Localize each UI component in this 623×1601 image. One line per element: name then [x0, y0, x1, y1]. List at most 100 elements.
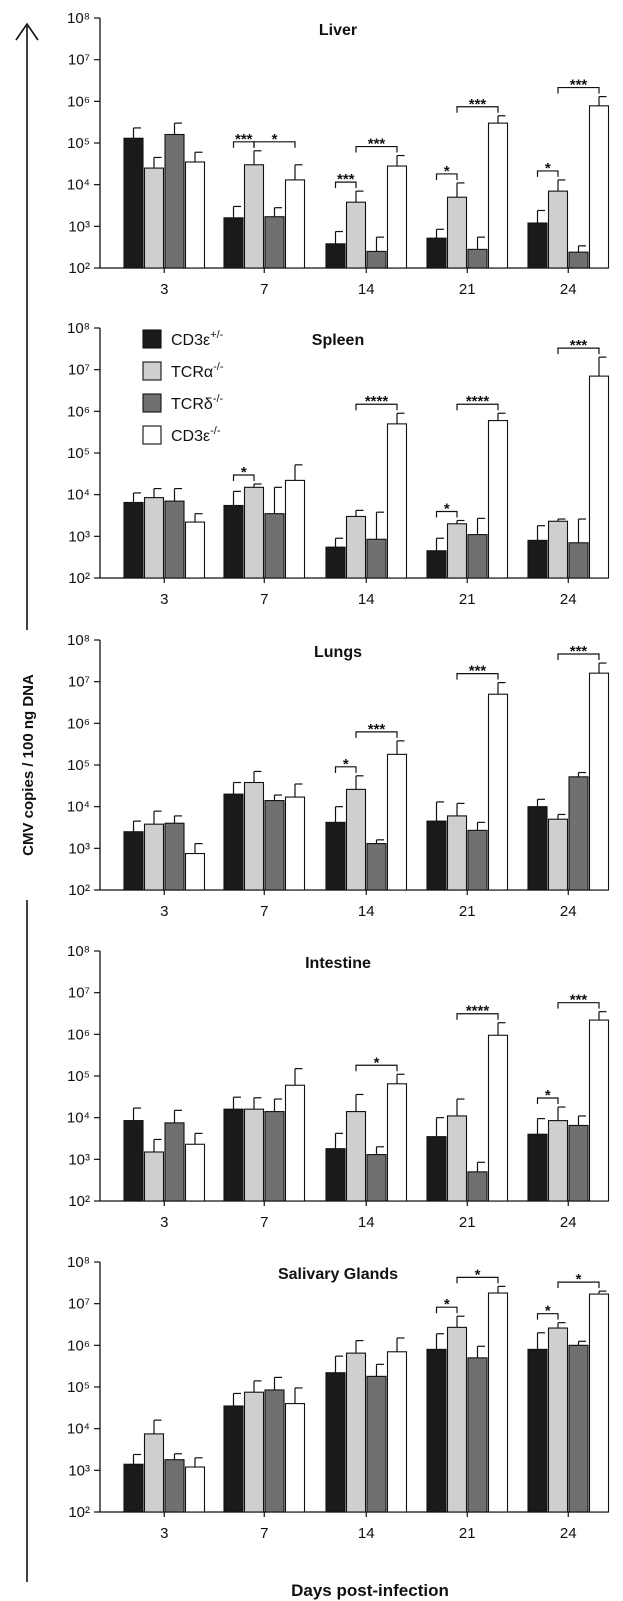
- bar: [123, 137, 144, 269]
- bar: [467, 1357, 488, 1513]
- bar: [123, 1120, 144, 1202]
- legend-label: CD3ε+/-: [171, 329, 224, 349]
- bar: [223, 1405, 244, 1513]
- y-tick-label: 10⁵: [67, 445, 90, 462]
- bar: [143, 167, 165, 269]
- y-tick-label: 10⁴: [67, 487, 90, 504]
- bar: [164, 822, 185, 891]
- bar: [184, 521, 206, 579]
- significance-bracket: [355, 403, 398, 411]
- x-tick-label: 3: [160, 903, 168, 920]
- y-tick-label: 10⁴: [67, 799, 90, 816]
- x-tick-label: 24: [560, 1214, 577, 1231]
- significance-bracket: [435, 1306, 458, 1314]
- bar: [164, 1459, 185, 1513]
- bar: [446, 815, 468, 891]
- bar: [345, 788, 367, 891]
- x-axis-title: Days post-infection: [291, 1581, 449, 1600]
- bar: [547, 190, 569, 269]
- significance-bracket: [456, 106, 499, 113]
- bar: [223, 504, 244, 579]
- significance-label: ***: [368, 721, 386, 738]
- bar: [284, 1084, 306, 1202]
- y-tick-label: 10³: [68, 528, 90, 545]
- significance-bracket: [536, 1097, 559, 1105]
- y-tick-label: 10⁸: [67, 632, 90, 649]
- x-tick-label: 14: [358, 591, 375, 608]
- significance-bracket: [536, 170, 559, 177]
- bar: [366, 250, 387, 269]
- legend-swatch: [142, 329, 162, 349]
- x-tick-label: 7: [260, 591, 268, 608]
- y-tick-label: 10⁷: [68, 52, 90, 69]
- bar: [547, 520, 569, 579]
- bar: [527, 1133, 548, 1202]
- significance-label: *: [241, 464, 247, 481]
- bar: [527, 1348, 548, 1513]
- bar: [568, 251, 589, 269]
- bar: [487, 693, 509, 891]
- significance-label: ***: [235, 131, 253, 148]
- bar: [164, 500, 185, 579]
- bar: [487, 1034, 509, 1202]
- x-tick-label: 3: [160, 591, 168, 608]
- y-axis-arrow: [15, 22, 39, 1582]
- bar: [386, 753, 408, 891]
- y-axis-title: CMV copies / 100 ng DNA: [20, 674, 37, 856]
- bar: [467, 829, 488, 891]
- y-tick-label: 10⁶: [67, 715, 90, 732]
- significance-bracket: [253, 141, 296, 148]
- bar: [426, 820, 447, 891]
- significance-label: *: [272, 131, 278, 148]
- significance-bracket: [334, 766, 357, 773]
- bar: [325, 546, 346, 579]
- bar: [123, 1463, 144, 1513]
- y-tick-label: 10⁷: [68, 1296, 90, 1313]
- bar: [366, 1375, 387, 1513]
- y-tick-label: 10²: [68, 260, 90, 277]
- x-tick-label: 24: [560, 903, 577, 920]
- significance-bracket: [355, 145, 398, 153]
- bar: [426, 1348, 447, 1513]
- significance-label: ***: [570, 337, 588, 354]
- significance-label: ****: [466, 393, 490, 410]
- bar: [243, 1108, 265, 1202]
- y-tick-label: 10⁵: [67, 1379, 90, 1396]
- bar: [588, 1293, 610, 1513]
- significance-bracket: [557, 1002, 600, 1009]
- bar: [325, 821, 346, 891]
- y-tick-label: 10⁸: [67, 943, 90, 960]
- bar: [588, 672, 610, 891]
- significance-label: *: [545, 1303, 551, 1320]
- bar: [243, 164, 265, 269]
- bar: [325, 1148, 346, 1202]
- significance-bracket: [334, 181, 357, 189]
- significance-bracket: [456, 403, 499, 411]
- x-tick-label: 3: [160, 1525, 168, 1542]
- bar: [487, 122, 509, 269]
- significance-bracket: [456, 672, 499, 680]
- bar: [243, 486, 265, 579]
- legend-label: CD3ε-/-: [171, 425, 221, 445]
- y-tick-label: 10⁷: [68, 985, 90, 1002]
- bar: [345, 1111, 367, 1202]
- legend-swatch: [142, 425, 162, 445]
- significance-bracket: [435, 173, 458, 180]
- bar: [123, 501, 144, 579]
- bar: [284, 1403, 306, 1513]
- significance-label: *: [475, 1266, 481, 1283]
- x-tick-label: 3: [160, 1214, 168, 1231]
- bar: [487, 420, 509, 579]
- y-tick-label: 10⁸: [67, 320, 90, 337]
- significance-label: ****: [365, 393, 389, 410]
- bar: [243, 1391, 265, 1513]
- y-tick-label: 10⁷: [68, 674, 90, 691]
- bar: [568, 542, 589, 579]
- bar: [184, 161, 206, 269]
- bar: [527, 806, 548, 891]
- bar: [527, 222, 548, 269]
- bar: [184, 1466, 206, 1513]
- bar: [547, 1327, 569, 1513]
